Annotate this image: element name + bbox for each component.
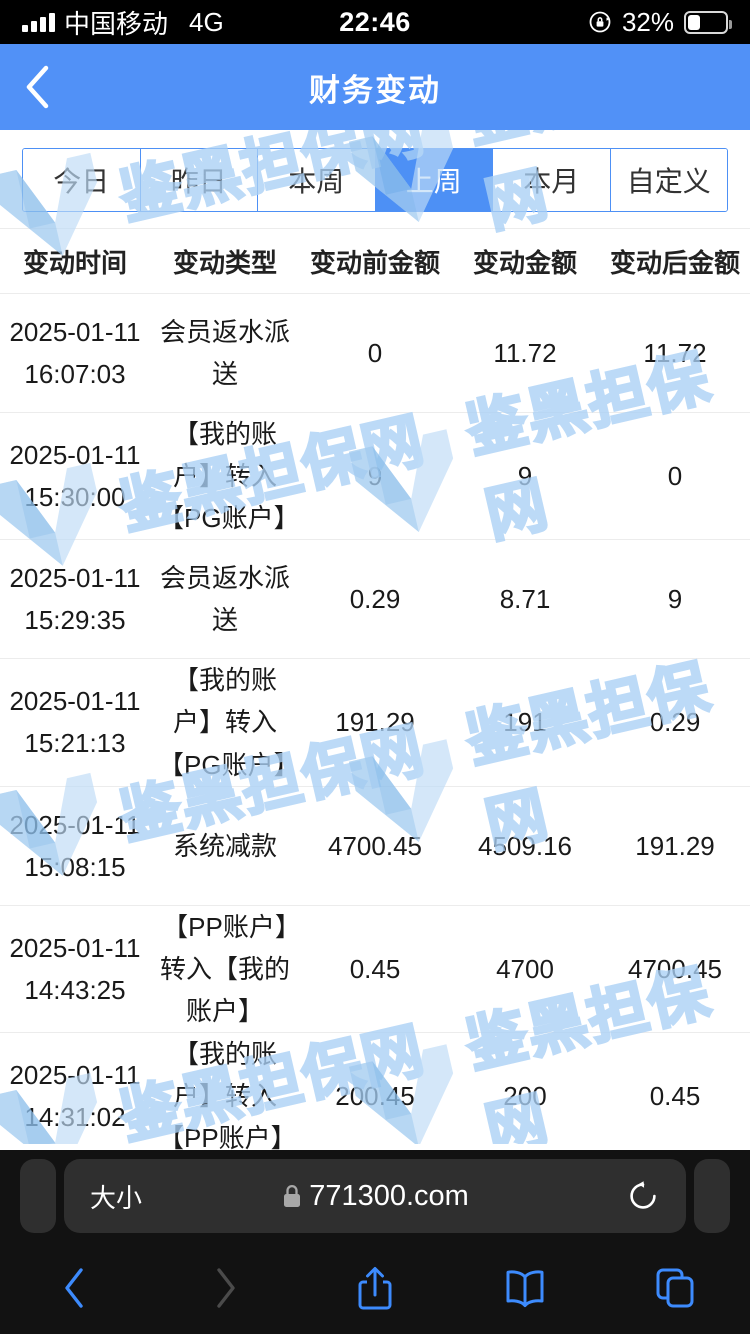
cell-change-amount: 11.72 bbox=[493, 337, 557, 368]
cell-type: 【PP账户】转入【我的账户】 bbox=[159, 911, 290, 1026]
filter-tab-2[interactable]: 本周 bbox=[258, 149, 376, 211]
url-text: 771300.com bbox=[309, 1179, 469, 1212]
reload-icon bbox=[630, 1181, 656, 1209]
cell-before-amount: 0 bbox=[367, 337, 383, 368]
table-row[interactable]: 2025-01-11 15:29:35 会员返水派送 0.29 8.71 9 bbox=[0, 540, 750, 660]
cell-before-amount: 0.29 bbox=[349, 584, 401, 615]
carrier-label: 中国移动 bbox=[64, 8, 169, 39]
battery-icon bbox=[684, 10, 732, 34]
table-column-header-1: 变动类型 bbox=[172, 247, 277, 278]
browser-bottom-bar: 大小 771300.com bbox=[0, 1150, 750, 1334]
cell-after-amount: 4700.45 bbox=[628, 953, 722, 984]
cell-before-amount: 0.45 bbox=[349, 953, 401, 984]
cell-before-amount: 9 bbox=[367, 461, 383, 492]
cell-after-amount: 191.29 bbox=[635, 830, 715, 861]
cell-type: 【我的账户】转入【PP账户】 bbox=[158, 1038, 297, 1154]
cell-change-amount: 200 bbox=[503, 1081, 547, 1112]
back-icon bbox=[65, 1268, 83, 1308]
table-column-header-4: 变动后金额 bbox=[609, 247, 740, 278]
table-column-header-0: 变动时间 bbox=[22, 247, 127, 278]
url-display: 771300.com bbox=[64, 1180, 686, 1213]
filter-tab-0[interactable]: 今日 bbox=[23, 149, 141, 211]
share-icon bbox=[358, 1267, 392, 1310]
cell-type: 系统减款 bbox=[172, 830, 277, 861]
cell-change-amount: 4700 bbox=[496, 953, 554, 984]
cell-change-amount: 9 bbox=[517, 461, 533, 492]
signal-bars-icon bbox=[22, 12, 55, 32]
filter-tab-5[interactable]: 自定义 bbox=[610, 149, 727, 211]
cell-time: 2025-01-11 15:21:13 bbox=[9, 686, 141, 759]
bookmarks-icon bbox=[506, 1270, 544, 1307]
browser-share-button[interactable] bbox=[300, 1264, 450, 1312]
cell-change-amount: 191 bbox=[503, 707, 547, 738]
url-bar[interactable]: 大小 771300.com bbox=[64, 1159, 686, 1233]
next-tab-peek[interactable] bbox=[694, 1159, 730, 1233]
browser-forward-button[interactable] bbox=[150, 1266, 300, 1310]
table-column-header-2: 变动前金额 bbox=[309, 247, 440, 278]
cell-change-amount: 8.71 bbox=[499, 584, 551, 615]
previous-tab-peek[interactable] bbox=[20, 1159, 56, 1233]
cell-after-amount: 0 bbox=[667, 461, 683, 492]
table-row[interactable]: 2025-01-11 14:31:02 【我的账户】转入【PP账户】 200.45 2… bbox=[0, 1032, 750, 1161]
app-header: 财务变动 bbox=[0, 44, 750, 130]
filter-tabs: 今日 昨日 本周 上周 本月 自定义 bbox=[22, 148, 728, 212]
filter-tab-1[interactable]: 昨日 bbox=[140, 149, 258, 211]
cell-after-amount: 9 bbox=[667, 584, 683, 615]
rotation-lock-icon bbox=[588, 10, 612, 34]
cell-after-amount: 0.29 bbox=[649, 707, 701, 738]
browser-tabs-button[interactable] bbox=[600, 1266, 750, 1310]
text-size-button[interactable]: 大小 bbox=[90, 1182, 143, 1213]
status-bar-clock: 22:46 bbox=[339, 6, 411, 37]
cell-time: 2025-01-11 15:29:35 bbox=[9, 563, 141, 636]
table-row[interactable]: 2025-01-11 15:08:15 系统减款 4700.45 4509.16 191… bbox=[0, 786, 750, 906]
status-bar-left: 中国移动 4G bbox=[22, 4, 224, 41]
page-title: 财务变动 bbox=[309, 72, 441, 108]
browser-toolbar bbox=[0, 1242, 750, 1334]
lock-icon bbox=[281, 1183, 303, 1209]
status-bar-right: 32% bbox=[588, 6, 732, 38]
forward-icon bbox=[217, 1268, 235, 1308]
cell-before-amount: 4700.45 bbox=[328, 830, 422, 861]
cell-type: 【我的账户】转入【PG账户】 bbox=[158, 665, 300, 780]
cell-before-amount: 191.29 bbox=[335, 707, 415, 738]
filter-tab-3[interactable]: 上周 bbox=[375, 149, 493, 211]
tabs-icon bbox=[656, 1268, 694, 1308]
table-column-header-3: 变动金额 bbox=[472, 247, 577, 278]
browser-back-button[interactable] bbox=[0, 1266, 150, 1310]
table-row[interactable]: 2025-01-11 15:21:13 【我的账户】转入【PG账户】 191.29 1… bbox=[0, 659, 750, 787]
table-header-row: 变动时间 变动类型 变动前金额 变动金额 变动后金额 bbox=[0, 228, 750, 294]
back-button[interactable] bbox=[24, 44, 80, 130]
battery-percent-label: 32% bbox=[621, 6, 674, 37]
cell-type: 会员返水派送 bbox=[159, 563, 290, 636]
browser-bookmarks-button[interactable] bbox=[450, 1268, 600, 1308]
network-type-label: 4G bbox=[189, 6, 224, 37]
records-table: 变动时间 变动类型 变动前金额 变动金额 变动后金额 2025-01-11 16:07:… bbox=[0, 228, 750, 1161]
cell-time: 2025-01-11 15:08:15 bbox=[9, 809, 141, 882]
filter-tabs-container: 今日 昨日 本周 上周 本月 自定义 bbox=[0, 130, 750, 228]
table-row[interactable]: 2025-01-11 16:07:03 会员返水派送 0 11.72 11.72 bbox=[0, 294, 750, 413]
reload-button[interactable] bbox=[626, 1179, 660, 1213]
cell-change-amount: 4509.16 bbox=[478, 830, 572, 861]
table-body: 2025-01-11 16:07:03 会员返水派送 0 11.72 11.72 2025… bbox=[0, 294, 750, 1161]
cell-type: 【我的账户】转入【PG账户】 bbox=[158, 419, 300, 534]
table-row[interactable]: 2025-01-11 15:30:00 【我的账户】转入【PG账户】 9 9 0 bbox=[0, 413, 750, 541]
cell-after-amount: 0.45 bbox=[649, 1081, 701, 1112]
cell-time: 2025-01-11 14:43:25 bbox=[9, 932, 141, 1005]
url-bar-row: 大小 771300.com bbox=[0, 1150, 750, 1242]
cell-time: 2025-01-11 15:30:00 bbox=[9, 440, 141, 513]
cell-before-amount: 200.45 bbox=[335, 1081, 415, 1112]
table-row[interactable]: 2025-01-11 14:43:25 【PP账户】转入【我的账户】 0.45 470… bbox=[0, 905, 750, 1033]
cell-time: 2025-01-11 16:07:03 bbox=[9, 316, 141, 389]
chevron-left-icon bbox=[26, 65, 49, 109]
filter-tab-4[interactable]: 本月 bbox=[493, 149, 611, 211]
cell-time: 2025-01-11 14:31:02 bbox=[9, 1060, 141, 1133]
status-bar: 中国移动 4G 22:46 32% bbox=[0, 0, 750, 44]
cell-after-amount: 11.72 bbox=[643, 337, 707, 368]
cell-type: 会员返水派送 bbox=[159, 316, 290, 389]
